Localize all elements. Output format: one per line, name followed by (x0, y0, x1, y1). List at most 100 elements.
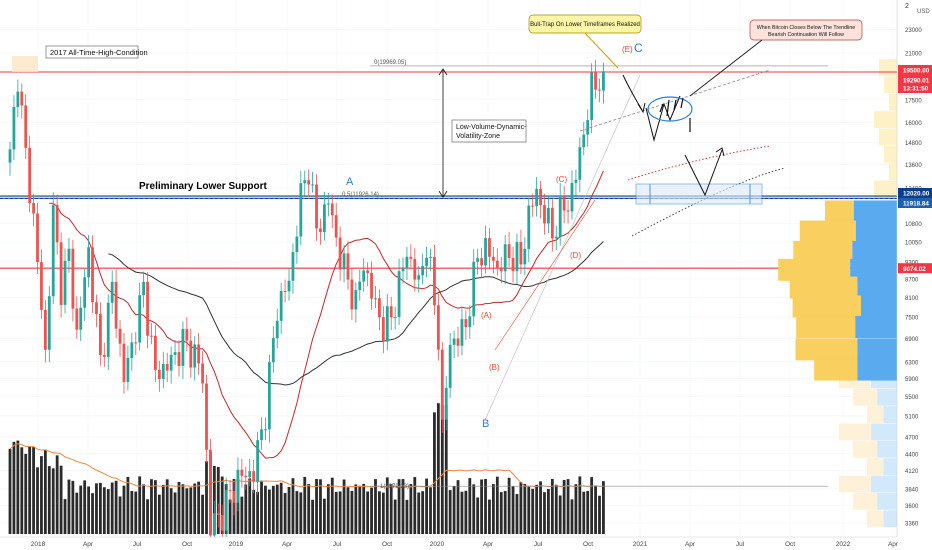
ath-highlight (12, 56, 38, 72)
volume-bar (252, 489, 256, 534)
bg-profile-bar (867, 458, 884, 476)
wave-label-a: A (346, 176, 354, 188)
candle-body (12, 106, 16, 150)
volatility-zone-box (451, 119, 527, 143)
volume-bar (91, 493, 94, 534)
volume-bar (578, 476, 582, 534)
volume-bar (354, 484, 358, 534)
candle-body (389, 306, 393, 318)
volume-bar (260, 480, 263, 534)
bg-profile-bar (883, 406, 897, 424)
candle-body (456, 338, 460, 346)
volume-bar (374, 479, 377, 534)
volume-bar (283, 493, 287, 534)
candle-body (531, 205, 535, 207)
volume-bar (590, 477, 594, 534)
candle-body (334, 215, 338, 238)
volume-bar (346, 487, 350, 534)
volume-bar (460, 491, 464, 534)
volume-bar (28, 446, 32, 534)
candle-body (122, 343, 126, 382)
volume-bar (381, 492, 385, 534)
volume-bar (16, 440, 20, 534)
volume-bar (291, 478, 295, 534)
candle-body (511, 257, 515, 272)
price-tick-5: 4700 (905, 435, 919, 441)
bg-profile-bar (889, 93, 897, 111)
volume-bar (193, 483, 197, 534)
candle-body (134, 342, 138, 344)
volume-bar (476, 497, 480, 534)
volume-profile-bar-up (793, 240, 853, 263)
candle-body (24, 105, 28, 148)
volume-bar (20, 447, 24, 534)
bg-profile-bar (839, 423, 871, 441)
candle-body (358, 281, 362, 291)
price-tick-7: 5500 (905, 395, 919, 401)
volume-bar (566, 479, 570, 534)
time-tick-6: Jul (333, 541, 342, 548)
volume-bar (440, 405, 444, 534)
candle-body (562, 195, 566, 211)
bg-profile-bar (853, 440, 878, 458)
candle-body (543, 205, 546, 224)
time-tick-17: Apr (888, 541, 899, 548)
volume-bar (8, 449, 12, 534)
price-tick-23: 21000 (905, 51, 922, 57)
volume-bar (456, 480, 460, 534)
fib-label-0: 0(19969.05) (374, 60, 406, 66)
time-tick-10: Jul (534, 541, 543, 548)
forecast-arrow-head (715, 147, 725, 157)
time-tick-12: 2021 (633, 541, 648, 548)
volume-bar (389, 484, 393, 534)
volume-bar (201, 494, 204, 534)
candle-body (578, 147, 582, 180)
candle-body (189, 340, 193, 368)
volume-profile-bar-down (857, 276, 897, 299)
volume-bar (319, 479, 322, 534)
bg-profile-bar (883, 510, 897, 528)
candle-body (169, 354, 173, 371)
volume-bar (142, 484, 146, 534)
candle-body (212, 513, 216, 536)
wave-label-b-minor: (B) (489, 363, 500, 372)
candle-body (362, 270, 366, 282)
candle-body (330, 203, 334, 216)
volume-profile-bar-up (825, 200, 854, 223)
volume-bar (126, 476, 130, 534)
price-tick-24: 23000 (905, 28, 922, 34)
candle-body (554, 236, 558, 239)
volume-bar (515, 494, 519, 534)
candle-body (98, 313, 102, 355)
wave-line-1 (484, 74, 641, 421)
candle-body (378, 298, 381, 318)
candle-body (374, 298, 377, 300)
candle-body (444, 387, 448, 420)
price-marker-label-4: 11918.84 (903, 201, 929, 208)
candle-body (582, 134, 586, 148)
volume-bar (543, 492, 546, 534)
volume-bar (495, 476, 499, 534)
time-tick-3: Oct (182, 541, 192, 548)
volume-profile-bar-down (850, 258, 897, 281)
candle-body (118, 328, 122, 344)
candle-body (205, 383, 208, 450)
volume-bar (550, 478, 554, 534)
volume-bar (378, 491, 381, 534)
volume-bar (480, 479, 483, 534)
volume-bar (535, 484, 539, 534)
time-axis (0, 537, 932, 550)
candle-body (224, 490, 228, 531)
ath-annotation-box (45, 45, 139, 59)
bull-trap-callout: Bull-Trap On Lower Timeframes Realized (530, 22, 640, 28)
trendline-callout-box (749, 19, 863, 41)
candle-body (283, 290, 287, 292)
time-tick-7: Oct (382, 541, 392, 548)
price-tick-3: 4120 (905, 469, 919, 475)
volume-bar (342, 479, 346, 534)
candle-body (260, 429, 263, 441)
volume-bar (63, 499, 67, 534)
grid (0, 0, 897, 537)
candle-body (323, 204, 326, 233)
